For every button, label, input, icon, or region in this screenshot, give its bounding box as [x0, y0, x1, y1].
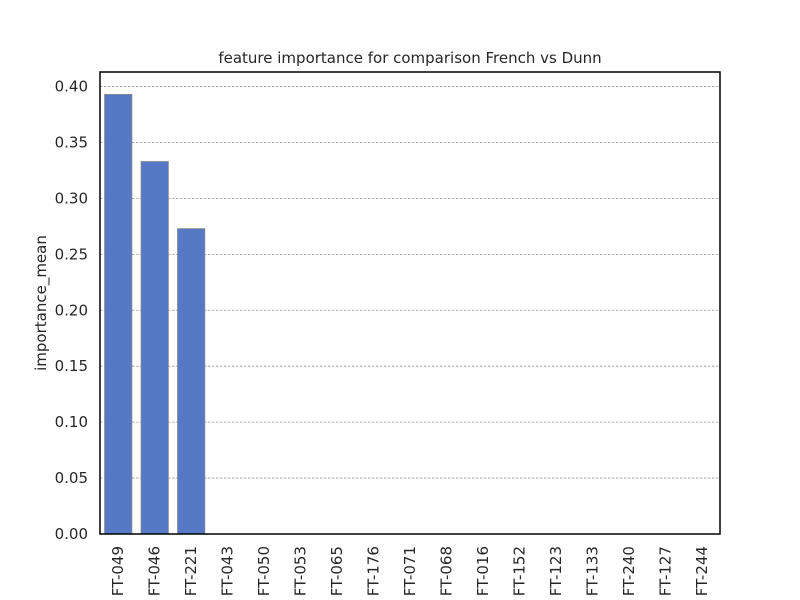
bars [104, 93, 206, 535]
y-axis-label: importance_mean [32, 235, 51, 371]
x-tick-label: FT-046 [146, 546, 164, 596]
y-tick-label: 0.10 [55, 413, 88, 431]
plot-frame [99, 71, 721, 535]
gridlines [100, 86, 720, 535]
x-tick-label: FT-050 [255, 546, 273, 596]
x-tick-label: FT-221 [182, 546, 200, 596]
x-tick-label: FT-176 [365, 546, 383, 596]
x-tick-label: FT-065 [328, 546, 346, 596]
x-tick-label: FT-049 [109, 546, 127, 596]
bar [140, 161, 169, 535]
x-tick-label: FT-133 [583, 546, 601, 596]
y-tick-label: 0.35 [55, 133, 88, 151]
y-tick-label: 0.00 [55, 525, 88, 543]
y-tick-label: 0.30 [55, 189, 88, 207]
chart-title: feature importance for comparison French… [218, 49, 601, 67]
x-tick-label: FT-068 [437, 546, 455, 596]
x-tick-labels: FT-049 FT-046 FT-221 FT-043 FT-050 FT-053 FT-0… [109, 546, 711, 596]
y-tick-label: 0.20 [55, 301, 88, 319]
y-tick-labels: 0.00 0.05 0.10 0.15 0.20 0.25 0.30 0.35 0.40 [55, 78, 88, 543]
bar [104, 93, 133, 535]
x-tick-label: FT-053 [292, 546, 310, 596]
y-tick-label: 0.25 [55, 245, 88, 263]
x-tick-label: FT-123 [547, 546, 565, 596]
x-tick-label: FT-240 [620, 546, 638, 596]
y-tick-label: 0.05 [55, 469, 88, 487]
x-tick-label: FT-127 [656, 546, 674, 596]
y-tick-label: 0.40 [55, 78, 88, 96]
x-tick-label: FT-244 [693, 546, 711, 596]
x-tick-label: FT-043 [219, 546, 237, 596]
y-tick-label: 0.15 [55, 357, 88, 375]
x-tick-label: FT-071 [401, 546, 419, 596]
bar [177, 228, 206, 535]
x-tick-label: FT-016 [474, 546, 492, 596]
x-tick-label: FT-152 [510, 546, 528, 596]
